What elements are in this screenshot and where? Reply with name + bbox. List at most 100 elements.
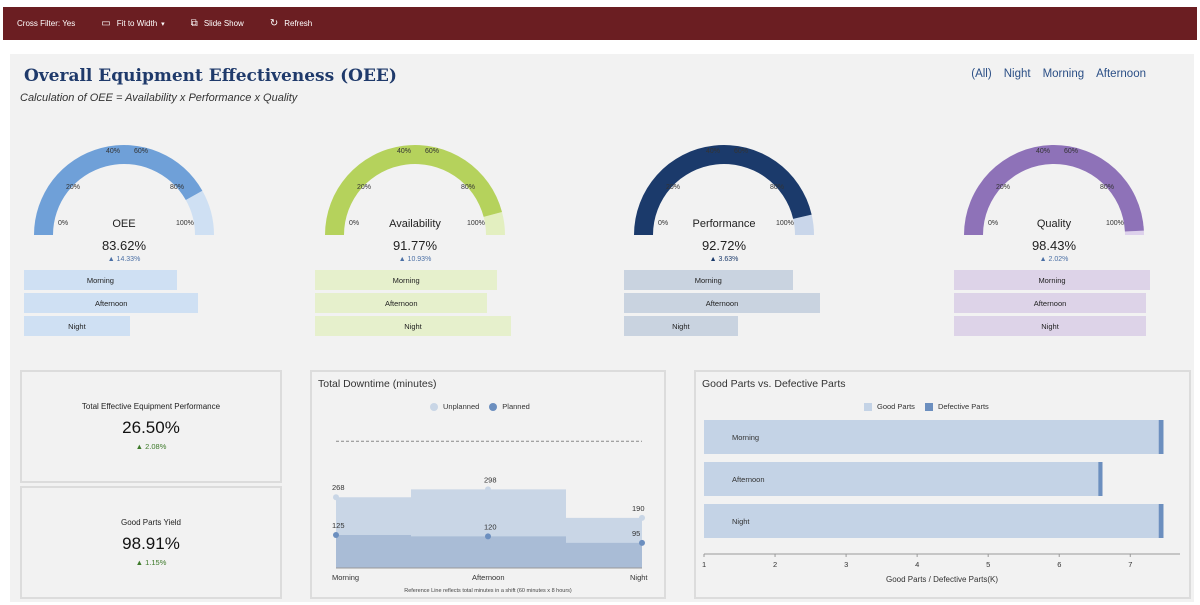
kpi-delta: ▲ 1.15% xyxy=(135,558,167,567)
shift-filter-night[interactable]: Night xyxy=(1003,68,1031,80)
gauge-tick-label: 40% xyxy=(106,148,121,155)
gauge-tick-label: 20% xyxy=(357,184,372,191)
legend-unplanned-swatch xyxy=(430,402,438,411)
x-tick-label: Night xyxy=(630,573,648,582)
shift-bar-night[interactable]: Night xyxy=(954,316,1147,336)
shift-bar-morning[interactable]: Morning xyxy=(624,270,793,290)
shift-bar-morning[interactable]: Morning xyxy=(954,270,1150,290)
legend-good-swatch xyxy=(864,402,872,411)
shift-filter-morning[interactable]: Morning xyxy=(1042,68,1085,80)
refresh-button[interactable]: ↻ Refresh xyxy=(270,18,312,29)
x-tick-label: 1 xyxy=(702,560,706,569)
legend-defective-parts[interactable]: Defective Parts xyxy=(924,402,989,411)
gauge-availability: 0% 20% 40% 60% 80% 100% Availability 91.77% ▲ 10… xyxy=(315,120,555,410)
gauge-arc xyxy=(634,145,814,235)
planned-data-label: 95 xyxy=(632,529,640,538)
page-subtitle: Calculation of OEE = Availability x Perf… xyxy=(20,92,298,104)
page-title: Overall Equipment Effectiveness (OEE) xyxy=(24,66,397,86)
gauge-tick-label: 60% xyxy=(425,148,440,155)
legend-unplanned[interactable]: Unplanned xyxy=(430,402,479,411)
shift-bar-afternoon[interactable]: Afternoon xyxy=(315,293,488,313)
unplanned-point[interactable] xyxy=(485,486,491,493)
fit-to-width-button[interactable]: ▭ Fit to Width ▾ xyxy=(101,18,164,29)
shift-filter-afternoon[interactable]: Afternoon xyxy=(1096,68,1146,80)
x-tick-label: Afternoon xyxy=(472,573,505,582)
legend-good-parts[interactable]: Good Parts xyxy=(864,402,915,411)
gauge-remaining-arc xyxy=(1124,230,1144,235)
shift-bar-morning[interactable]: Morning xyxy=(315,270,498,290)
legend-planned[interactable]: Planned xyxy=(489,402,530,411)
gauge-tick-label: 60% xyxy=(734,148,749,155)
legend-planned-swatch xyxy=(489,402,498,411)
gauge-arc xyxy=(325,145,505,235)
kpi-label: Total Effective Equipment Performance xyxy=(81,402,221,411)
gauge-label: Quality xyxy=(1036,218,1072,230)
good-parts-bar[interactable] xyxy=(704,420,1159,454)
gauge-arc xyxy=(964,145,1144,235)
parts-panel: Good Parts vs. Defective Parts Good Part… xyxy=(694,370,1191,599)
gauge-delta: ▲ 14.33% xyxy=(107,256,141,263)
chevron-down-icon: ▾ xyxy=(161,20,165,28)
planned-point[interactable] xyxy=(485,533,491,540)
planned-data-label: 120 xyxy=(484,522,497,531)
planned-point[interactable] xyxy=(333,532,339,538)
planned-point[interactable] xyxy=(639,539,645,546)
gauge-value: 83.62% xyxy=(101,238,147,253)
kpi-panel-yield: Good Parts Yield 98.91% ▲ 1.15% xyxy=(20,486,282,599)
gauge-remaining-arc xyxy=(185,190,214,235)
shift-bar-afternoon[interactable]: Afternoon xyxy=(954,293,1147,313)
gauge-label: Performance xyxy=(692,218,756,230)
gauge-tick-label: 80% xyxy=(770,184,785,191)
good-parts-bar[interactable] xyxy=(704,504,1159,538)
shift-bar-night[interactable]: Night xyxy=(24,316,130,336)
gauge-delta: ▲ 2.02% xyxy=(1039,256,1069,263)
gauge-tick-label: 80% xyxy=(461,184,476,191)
good-parts-bar[interactable] xyxy=(704,462,1099,496)
gauge-delta: ▲ 3.63% xyxy=(709,256,739,263)
cross-filter-label: Cross Filter: Yes xyxy=(17,19,76,28)
gauge-arc xyxy=(34,145,214,235)
gauge-tick-label: 0% xyxy=(988,220,999,227)
gauge-tick-label: 80% xyxy=(170,184,185,191)
gauge-value-arc xyxy=(34,145,203,235)
reference-caption: Reference Line reflects total minutes in… xyxy=(404,588,572,594)
shift-bar-night[interactable]: Night xyxy=(315,316,511,336)
unplanned-point[interactable] xyxy=(639,514,645,521)
gauge-value-arc xyxy=(325,145,503,235)
shift-bar-morning[interactable]: Morning xyxy=(24,270,177,290)
shift-bar-afternoon[interactable]: Afternoon xyxy=(24,293,199,313)
legend-defective-swatch xyxy=(924,402,933,411)
shift-filter: (All) Night Morning Afternoon xyxy=(971,68,1146,80)
x-tick-label: 6 xyxy=(1057,560,1061,569)
fit-width-icon: ▭ xyxy=(101,18,111,29)
gauge-tick-label: 40% xyxy=(706,148,721,155)
defective-parts-bar[interactable] xyxy=(1158,504,1164,538)
category-label: Night xyxy=(732,517,750,526)
gauge-tick-label: 100% xyxy=(1106,220,1124,227)
gauge-label: OEE xyxy=(112,218,136,230)
gauge-remaining-arc xyxy=(793,214,814,235)
toolbar: Cross Filter: Yes ▭ Fit to Width ▾ ⧉ Slide … xyxy=(3,7,1197,40)
slide-show-button[interactable]: ⧉ Slide Show xyxy=(191,18,244,29)
refresh-icon: ↻ xyxy=(269,18,279,29)
gauge-performance: 0% 20% 40% 60% 80% 100% Performance 92.72% ▲ 3.6… xyxy=(624,120,864,410)
gauge-tick-label: 60% xyxy=(1064,148,1079,155)
defective-parts-bar[interactable] xyxy=(1158,420,1164,454)
x-tick-label: 3 xyxy=(844,560,848,569)
gauge-tick-label: 0% xyxy=(58,220,69,227)
gauge-tick-label: 100% xyxy=(176,220,194,227)
refresh-label: Refresh xyxy=(284,19,313,28)
shift-bar-night[interactable]: Night xyxy=(624,316,738,336)
legend-planned-label: Planned xyxy=(502,402,530,411)
kpi-panel-teep: Total Effective Equipment Performance 26… xyxy=(20,370,282,483)
kpi-value: 26.50% xyxy=(122,418,180,437)
gauge-tick-label: 20% xyxy=(996,184,1011,191)
parts-chart: Morning Afternoon Night 1 2 3 4 5 6 7 Good Parts /… xyxy=(702,420,1180,584)
shift-bar-afternoon[interactable]: Afternoon xyxy=(624,293,820,313)
unplanned-point[interactable] xyxy=(333,494,339,501)
cross-filter-button[interactable]: Cross Filter: Yes xyxy=(17,19,75,28)
defective-parts-bar[interactable] xyxy=(1098,462,1103,496)
kpi-value: 98.91% xyxy=(122,534,180,553)
downtime-title: Total Downtime (minutes) xyxy=(318,378,437,390)
shift-filter-all[interactable]: (All) xyxy=(971,68,992,80)
